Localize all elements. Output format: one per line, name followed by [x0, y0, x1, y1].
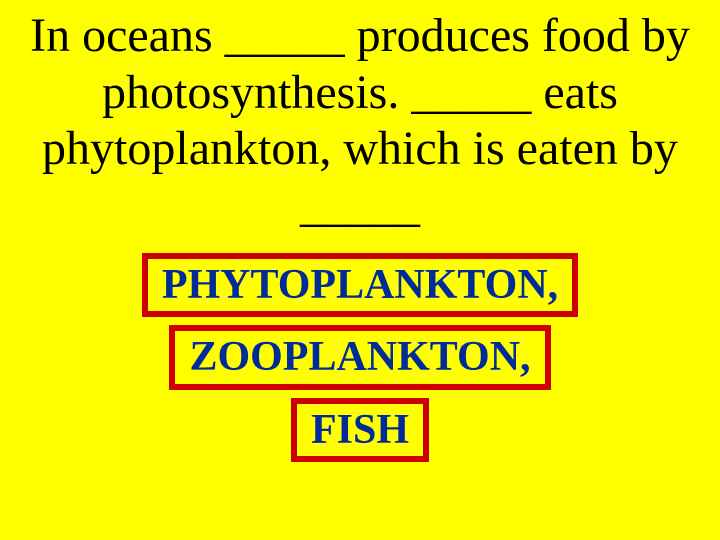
fill-in-blank-question: In oceans _____ produces food by photosy…	[16, 8, 704, 235]
answer-box-2: ZOOPLANKTON,	[169, 325, 550, 390]
answer-box-3: FISH	[291, 398, 429, 463]
answer-list: PHYTOPLANKTON, ZOOPLANKTON, FISH	[16, 253, 704, 463]
answer-box-1: PHYTOPLANKTON,	[142, 253, 578, 318]
